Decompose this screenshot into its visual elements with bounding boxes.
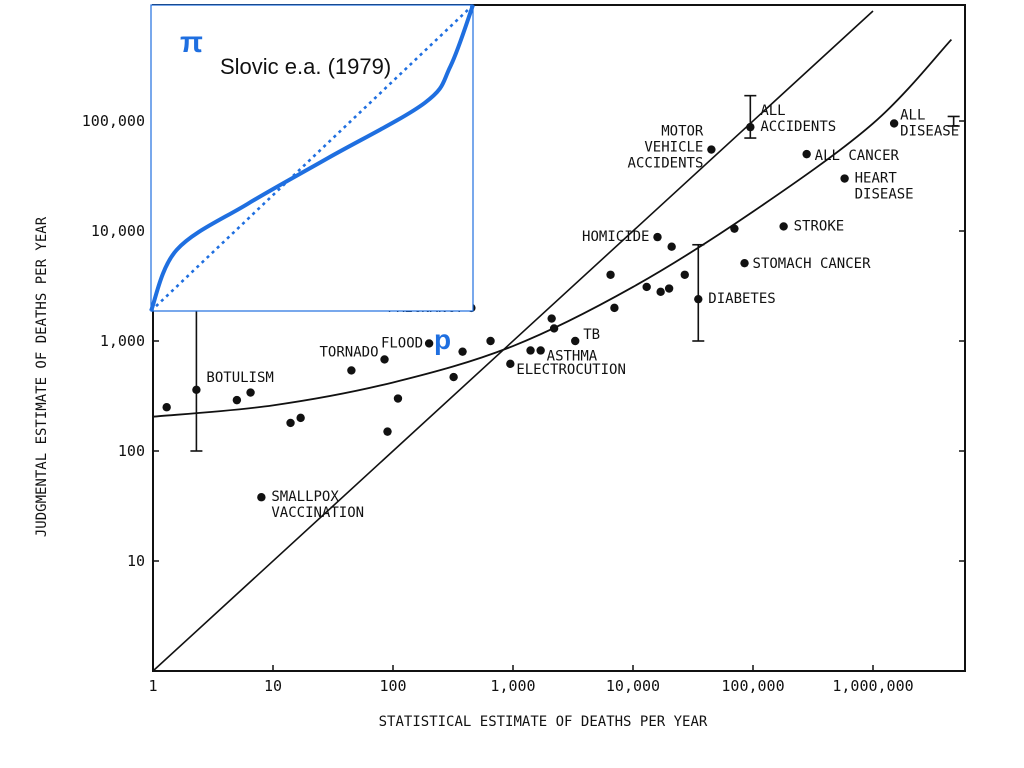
point-label-all-disease: ALL DISEASE bbox=[900, 107, 959, 139]
point-label-homicide: HOMICIDE bbox=[582, 229, 649, 245]
data-point-point-9 bbox=[383, 427, 392, 436]
point-label-diabetes: DIABETES bbox=[708, 291, 775, 307]
plot-frame bbox=[152, 4, 966, 672]
pi-annotation: π bbox=[180, 26, 203, 59]
y-tick-label: 1,000 bbox=[100, 332, 145, 350]
data-point-point-22 bbox=[606, 270, 615, 279]
y-tick-label: 10 bbox=[127, 552, 145, 570]
plot-border bbox=[152, 4, 966, 672]
point-label-layer: BOTULISMSMALLPOXVACCINATIONTORNADOFLOODP… bbox=[206, 103, 959, 521]
inset-frame bbox=[150, 4, 474, 312]
point-label-electrocution: ELECTROCUTION bbox=[516, 362, 626, 378]
data-point-diabetes bbox=[694, 294, 703, 304]
point-label-tornado: TORNADO bbox=[320, 344, 379, 360]
reference-line-layer bbox=[153, 10, 874, 671]
point-label-flood: FLOOD bbox=[381, 335, 423, 351]
data-point-point-10 bbox=[393, 394, 403, 403]
data-point-point-20 bbox=[549, 324, 559, 333]
data-point-all-disease bbox=[889, 119, 899, 128]
data-point-all-accidents bbox=[746, 122, 755, 132]
point-label-tb: TB bbox=[583, 327, 600, 343]
source-annotation: Slovic e.a. (1979) bbox=[220, 54, 391, 79]
x-tick-label: 1,000 bbox=[490, 677, 535, 695]
data-point-stomach-cancer bbox=[740, 258, 749, 268]
x-tick-label: 10,000 bbox=[606, 677, 660, 695]
data-point-point-12 bbox=[449, 372, 458, 382]
point-label-stroke: STROKE bbox=[794, 218, 845, 234]
data-point-point-27 bbox=[664, 284, 674, 293]
point-label-smallpox-vaccination: SMALLPOX VACCINATION bbox=[271, 489, 364, 521]
data-point-point-15 bbox=[486, 336, 495, 346]
data-point-point-5 bbox=[286, 418, 295, 428]
error-bar bbox=[744, 94, 757, 139]
data-point-point-7 bbox=[347, 366, 356, 375]
point-label-heart-disease: HEART DISEASE bbox=[855, 171, 914, 203]
y-tick-label: 100,000 bbox=[82, 112, 145, 130]
data-point-point-24 bbox=[642, 282, 651, 292]
error-bar bbox=[947, 115, 960, 127]
data-point-point-32 bbox=[730, 224, 739, 233]
data-point-point-3 bbox=[246, 388, 255, 397]
data-point-point-13 bbox=[458, 347, 467, 356]
x-tick-label: 10 bbox=[264, 677, 282, 695]
x-tick-label: 100 bbox=[379, 677, 406, 695]
data-point-stroke bbox=[779, 222, 788, 231]
data-point-point-17 bbox=[526, 346, 535, 355]
data-point-point-23 bbox=[610, 303, 619, 313]
inset bbox=[149, 4, 475, 312]
fit-curve bbox=[153, 38, 953, 418]
p-annotation: p bbox=[434, 324, 451, 355]
data-point-point-19 bbox=[547, 314, 556, 323]
point-label-all-accidents: ALL ACCIDENTS bbox=[760, 103, 836, 135]
data-point-tb bbox=[571, 336, 580, 346]
data-point-point-26 bbox=[656, 287, 665, 297]
y-tick-label: 10,000 bbox=[91, 222, 145, 240]
x-axis-label: STATISTICAL ESTIMATE OF DEATHS PER YEAR bbox=[379, 714, 708, 730]
data-point-electrocution bbox=[506, 359, 515, 369]
x-tick-label: 1 bbox=[148, 677, 157, 695]
data-point-asthma bbox=[536, 346, 545, 355]
y-tick-label: 100 bbox=[118, 442, 145, 460]
error-bar bbox=[190, 287, 203, 452]
data-point-all-cancer bbox=[802, 149, 811, 159]
data-point-point-2 bbox=[232, 395, 242, 405]
data-point-point-28 bbox=[667, 242, 676, 251]
reference-line bbox=[153, 10, 874, 671]
point-label-stomach-cancer: STOMACH CANCER bbox=[753, 256, 872, 272]
data-point-point-6 bbox=[296, 413, 305, 423]
data-point-motor-vehicle-accidents bbox=[707, 145, 716, 154]
point-label-asthma: ASTHMA bbox=[547, 348, 598, 364]
error-bar bbox=[692, 243, 705, 342]
y-axis-label: JUDGMENTAL ESTIMATE OF DEATHS PER YEAR bbox=[34, 216, 50, 537]
axes: 1 10 100 1,000 10,000 100,000 1,000,000 10 100 1,… bbox=[82, 112, 965, 695]
point-label-botulism: BOTULISM bbox=[206, 370, 273, 386]
data-point-botulism bbox=[192, 385, 201, 395]
x-tick-label: 100,000 bbox=[721, 677, 784, 695]
point-label-all-cancer: ALL CANCER bbox=[815, 148, 900, 164]
data-point-homicide bbox=[653, 232, 662, 242]
data-point-smallpox-vaccination bbox=[257, 493, 266, 502]
data-point-point-29 bbox=[680, 270, 689, 279]
x-tick-label: 1,000,000 bbox=[832, 677, 913, 695]
data-point-tornado bbox=[380, 355, 389, 364]
data-point-flood bbox=[424, 339, 434, 348]
data-point-heart-disease bbox=[840, 174, 849, 183]
fit-curve-layer bbox=[153, 38, 953, 418]
inset-solid-line bbox=[149, 4, 475, 312]
data-point-point-0 bbox=[162, 403, 171, 412]
point-label-motor-vehicle-accidents: MOTOR VEHICLE ACCIDENTS bbox=[628, 124, 704, 172]
